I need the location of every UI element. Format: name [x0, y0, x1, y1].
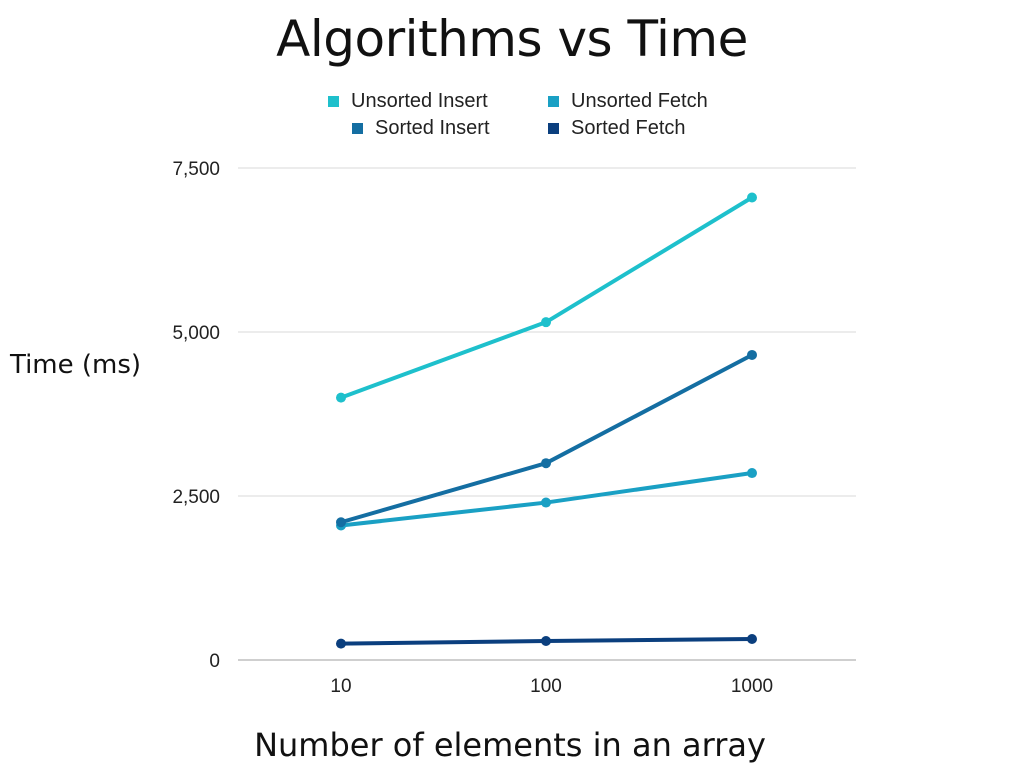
data-point-sorted-insert [336, 517, 346, 528]
legend-label-unsorted-insert: Unsorted Insert [351, 90, 488, 112]
data-point-sorted-fetch [336, 638, 346, 649]
x-tick-label: 1000 [731, 676, 773, 697]
data-point-unsorted-fetch [747, 468, 757, 479]
data-point-sorted-fetch [747, 634, 757, 645]
legend-item-unsorted-insert: Unsorted Insert [328, 90, 488, 113]
data-point-sorted-insert [747, 349, 757, 360]
series-line-unsorted-insert [339, 195, 754, 400]
data-point-unsorted-insert [541, 317, 551, 328]
x-tick-label: 100 [530, 676, 562, 697]
legend-item-sorted-insert: Sorted Insert [352, 117, 490, 140]
y-tick-label: 5,000 [172, 323, 220, 344]
y-axis-label: Time (ms) [10, 350, 142, 380]
data-point-unsorted-fetch [541, 497, 551, 508]
y-tick-label: 0 [209, 651, 220, 672]
legend-label-sorted-fetch: Sorted Fetch [571, 117, 686, 139]
series-line-sorted-insert [339, 352, 754, 525]
x-tick-label: 10 [330, 676, 351, 697]
chart-title: Algorithms vs Time [276, 10, 748, 68]
y-tick-label: 2,500 [172, 487, 220, 508]
legend-item-unsorted-fetch: Unsorted Fetch [548, 90, 708, 113]
data-point-sorted-insert [541, 458, 551, 469]
legend-swatch-unsorted-insert [328, 96, 339, 107]
x-axis-label: Number of elements in an array [254, 726, 766, 764]
data-point-unsorted-insert [747, 192, 757, 203]
data-point-unsorted-insert [336, 392, 346, 403]
y-tick-label: 7,500 [172, 159, 220, 180]
legend-label-unsorted-fetch: Unsorted Fetch [571, 90, 708, 112]
legend-label-sorted-insert: Sorted Insert [375, 117, 490, 139]
legend-swatch-sorted-fetch [548, 123, 559, 134]
data-point-sorted-fetch [541, 635, 551, 646]
legend-swatch-sorted-insert [352, 123, 363, 134]
legend-item-sorted-fetch: Sorted Fetch [548, 117, 686, 140]
legend-swatch-unsorted-fetch [548, 96, 559, 107]
